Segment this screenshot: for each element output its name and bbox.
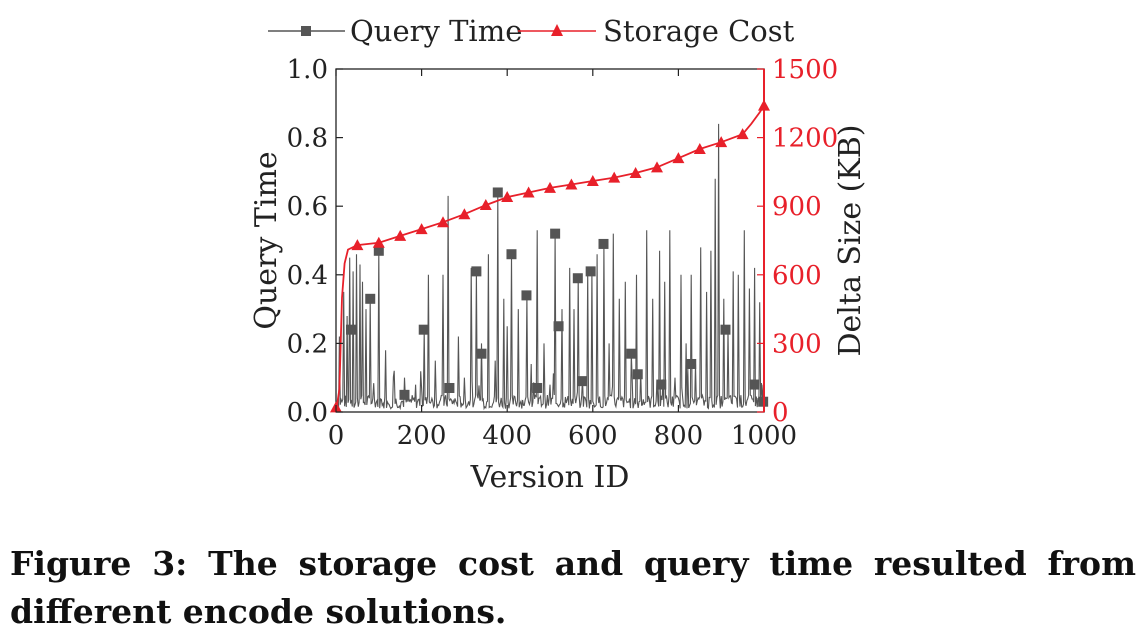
y2-tick-label: 1200 <box>772 124 838 154</box>
storage-cost-marker <box>715 136 728 148</box>
query-time-marker <box>632 369 643 380</box>
x-axis-label: Version ID <box>470 460 630 495</box>
query-time-marker <box>476 348 487 359</box>
query-time-marker <box>418 324 429 335</box>
query-time-marker <box>585 266 596 277</box>
query-time-marker <box>656 379 667 390</box>
query-time-series <box>335 123 769 411</box>
y2-tick-label: 0 <box>772 398 789 428</box>
query-time-marker <box>720 324 731 335</box>
y-tick-label: 0.0 <box>287 398 328 428</box>
storage-cost-marker <box>565 178 578 190</box>
storage-cost-marker <box>415 223 428 235</box>
storage-cost-marker <box>672 152 685 164</box>
x-tick-label: 1000 <box>731 421 797 451</box>
legend-storage-cost-label: Storage Cost <box>603 14 795 48</box>
query-time-marker <box>444 382 455 393</box>
y-axis-label: Query Time <box>249 151 284 329</box>
y2-tick-label: 900 <box>772 192 822 222</box>
query-time-marker <box>521 290 532 301</box>
storage-cost-marker <box>458 208 471 220</box>
query-time-marker <box>686 358 697 369</box>
storage-cost-marker <box>351 239 364 251</box>
x-tick-label: 400 <box>482 421 532 451</box>
storage-cost-marker <box>608 171 621 183</box>
storage-cost-marker <box>437 216 449 228</box>
query-time-marker <box>532 382 543 393</box>
query-time-marker <box>598 238 609 249</box>
storage-cost-marker <box>586 175 599 187</box>
chart: 0 200 400 600 800 1000 0.0 0.2 0.4 0.6 0.8 1.0 0 300 6… <box>249 14 868 495</box>
query-time-marker <box>399 389 410 400</box>
x-tick-label: 200 <box>397 421 447 451</box>
query-time-marker <box>553 321 564 332</box>
y2-tick-label: 600 <box>772 261 822 291</box>
y-tick-label: 1.0 <box>287 55 328 85</box>
storage-cost-marker <box>394 229 407 241</box>
query-time-marker <box>506 249 517 260</box>
query-time-marker <box>373 245 384 256</box>
storage-cost-marker <box>544 181 556 193</box>
storage-cost-marker <box>479 199 492 211</box>
query-time-line <box>335 123 765 411</box>
query-time-marker <box>345 324 356 335</box>
query-time-marker <box>626 348 637 359</box>
storage-cost-marker <box>736 128 749 140</box>
x-tick-label: 600 <box>568 421 618 451</box>
storage-cost-marker <box>651 161 663 173</box>
query-time-marker <box>492 187 503 198</box>
storage-cost-marker <box>372 236 385 248</box>
legend: Query Time Storage Cost <box>268 14 795 48</box>
legend-storage-cost-marker <box>551 24 563 36</box>
legend-query-time-label: Query Time <box>350 14 522 48</box>
legend-query-time-marker <box>301 26 311 36</box>
storage-cost-series <box>330 99 770 413</box>
x-tick-label: 0 <box>328 421 345 451</box>
x-tick-label: 800 <box>654 421 704 451</box>
y2-tick-label: 300 <box>772 329 822 359</box>
y-tick-label: 0.2 <box>287 329 328 359</box>
query-time-marker <box>550 228 561 239</box>
figure-caption: Figure 3: The storage cost and query tim… <box>10 544 1136 631</box>
storage-cost-marker <box>693 143 706 155</box>
storage-cost-marker <box>501 191 514 203</box>
y-tick-label: 0.6 <box>287 192 328 222</box>
axes: 0 200 400 600 800 1000 0.0 0.2 0.4 0.6 0.8 1.0 0 300 6… <box>249 55 868 495</box>
query-time-marker <box>577 376 588 387</box>
y2-tick-label: 1500 <box>772 55 838 85</box>
query-time-marker <box>365 293 376 304</box>
query-time-marker <box>572 273 583 284</box>
y-tick-label: 0.8 <box>287 124 328 154</box>
query-time-marker <box>749 379 760 390</box>
storage-cost-marker <box>522 186 535 198</box>
storage-cost-marker <box>629 167 642 179</box>
y2-axis-label: Delta Size (KB) <box>833 125 868 357</box>
query-time-marker <box>471 266 482 277</box>
y-tick-label: 0.4 <box>287 261 328 291</box>
